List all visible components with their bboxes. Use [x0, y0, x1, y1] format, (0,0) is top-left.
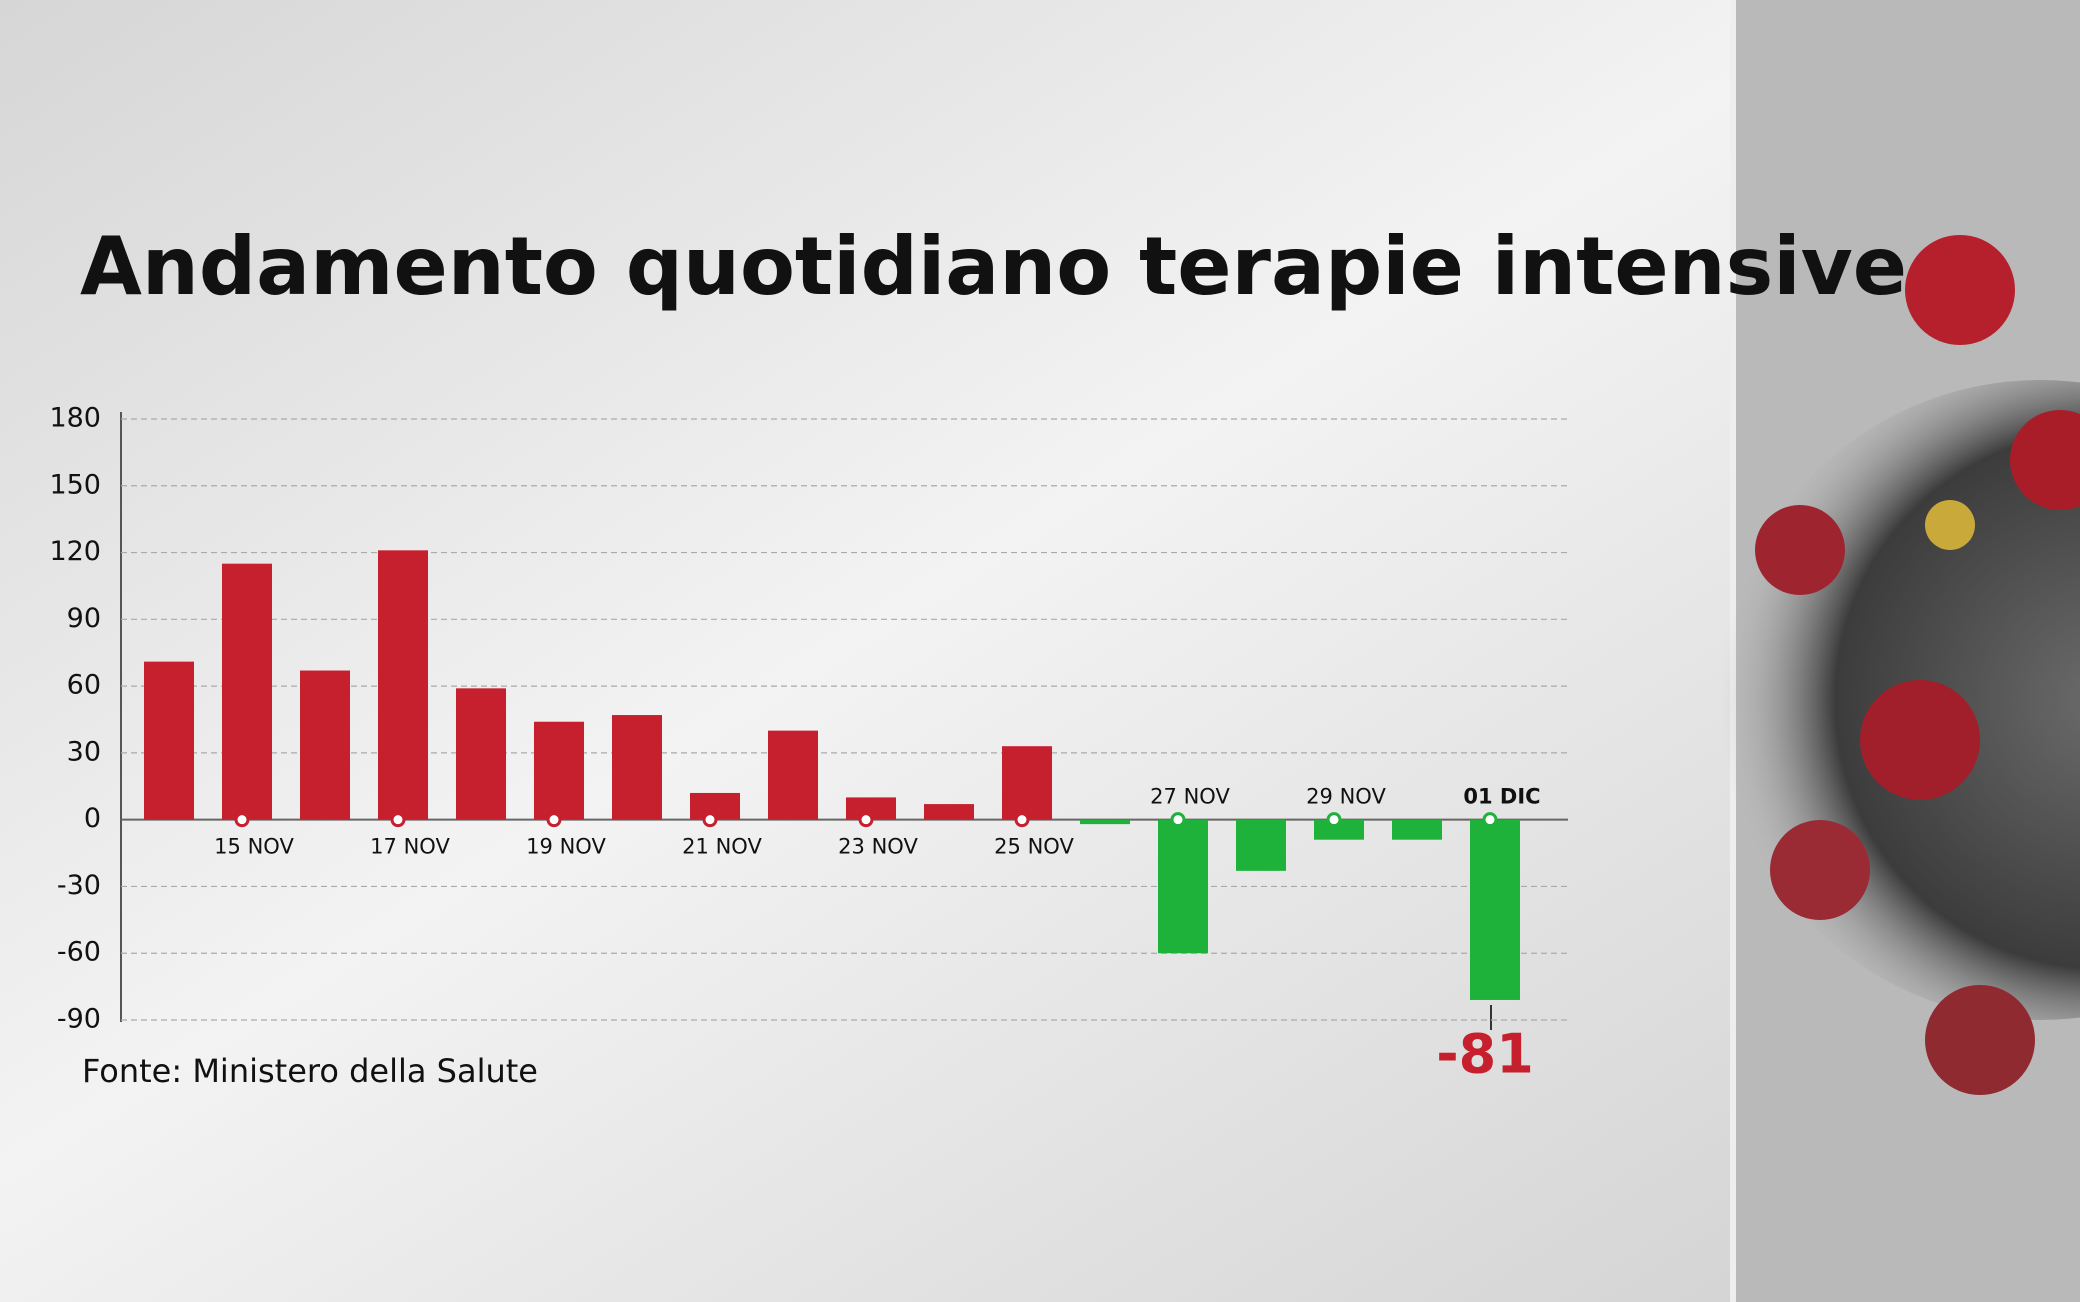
bar [144, 661, 194, 820]
date-marker [1482, 812, 1498, 828]
bar [378, 550, 428, 820]
bar [846, 797, 896, 820]
bar [1158, 819, 1208, 954]
x-tick-label: 29 NOV [1306, 785, 1386, 809]
y-tick-label: 90 [67, 603, 101, 634]
date-marker [546, 812, 562, 828]
x-tick-label: 21 NOV [682, 835, 762, 859]
x-tick-label: 25 NOV [994, 835, 1074, 859]
x-tick-label: 19 NOV [526, 835, 606, 859]
bar [1470, 819, 1520, 1000]
x-tick-label: 15 NOV [214, 835, 294, 859]
date-marker [390, 812, 406, 828]
x-tick-label: 01 DIC [1463, 785, 1540, 809]
bar [1314, 819, 1364, 840]
bar [1080, 819, 1130, 825]
value-label: -81 [1436, 1023, 1534, 1086]
date-marker [1014, 812, 1030, 828]
date-marker [1170, 812, 1186, 828]
bar [768, 730, 818, 820]
y-tick-label: -60 [57, 937, 101, 968]
date-marker [234, 812, 250, 828]
bar [1002, 746, 1052, 820]
bar [924, 804, 974, 820]
y-tick-label: -30 [57, 870, 101, 901]
x-tick-label: 23 NOV [838, 835, 918, 859]
date-marker [702, 812, 718, 828]
source-note: Fonte: Ministero della Salute [82, 1052, 538, 1090]
x-tick-label: 27 NOV [1150, 785, 1230, 809]
bar [222, 563, 272, 820]
date-marker [1326, 812, 1342, 828]
y-tick-label: 120 [49, 536, 101, 567]
bar [534, 721, 584, 820]
virus-illustration [1720, 235, 2080, 1095]
bar [1392, 819, 1442, 840]
y-tick-label: 150 [49, 469, 101, 500]
bar [456, 688, 506, 820]
y-tick-label: 30 [67, 736, 101, 767]
bar [612, 715, 662, 820]
bar [1236, 819, 1286, 871]
y-tick-label: 60 [67, 670, 101, 701]
x-tick-label: 17 NOV [370, 835, 450, 859]
bar [300, 670, 350, 820]
y-tick-label: 0 [84, 803, 101, 834]
y-tick-label: -90 [57, 1004, 101, 1035]
y-tick-label: 180 [49, 403, 101, 434]
date-marker [858, 812, 874, 828]
chart-title: Andamento quotidiano terapie intensive [80, 220, 1907, 313]
